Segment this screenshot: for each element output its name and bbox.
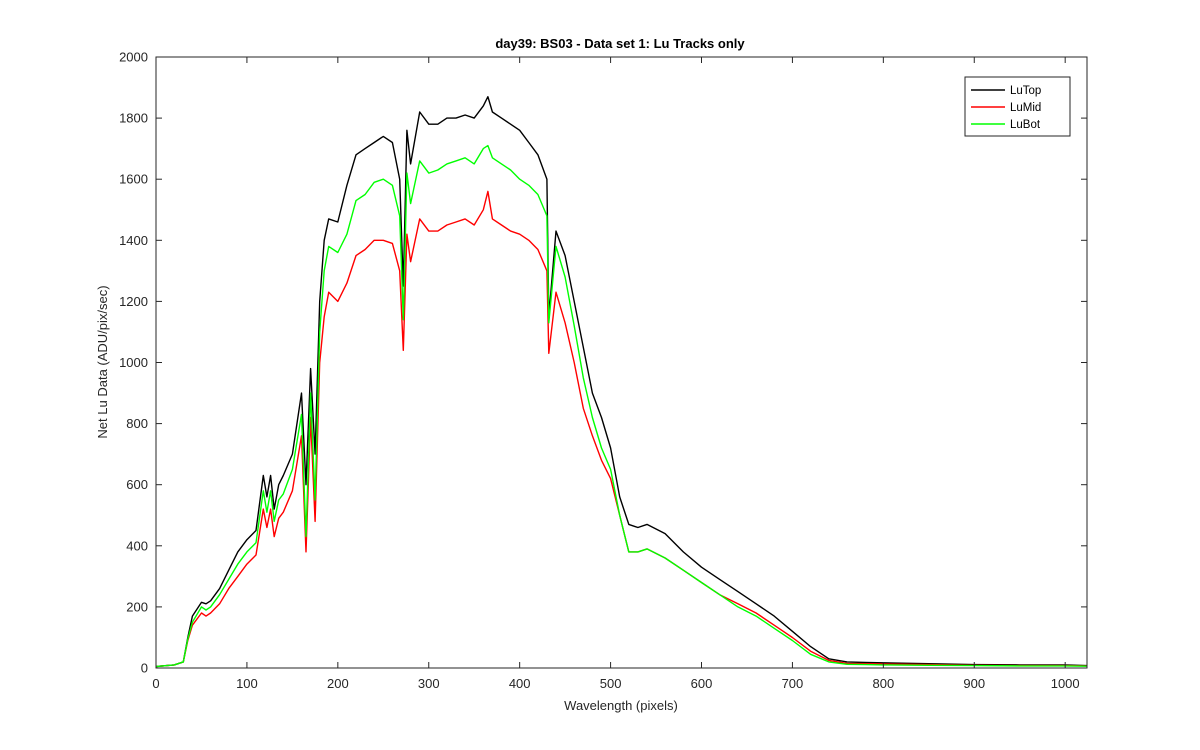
y-tick-label: 2000: [119, 50, 148, 65]
legend-label-lubot: LuBot: [1010, 119, 1041, 131]
x-tick-label: 1000: [1051, 676, 1080, 691]
x-axis-label: Wavelength (pixels): [564, 698, 678, 713]
x-tick-label: 0: [152, 676, 159, 691]
legend-label-lumid: LuMid: [1010, 102, 1041, 114]
y-axis-ticks: 0 200 400 600 800 1000 1200 1400 1600 1800 2000: [119, 50, 1087, 676]
y-tick-label: 400: [126, 538, 148, 553]
x-tick-label: 100: [236, 676, 258, 691]
plot-area: 0 100 200 300 400 500 600 700 800 900 1000 0 200 400…: [119, 50, 1088, 691]
x-tick-label: 200: [327, 676, 349, 691]
x-tick-label: 700: [782, 676, 804, 691]
x-tick-label: 300: [418, 676, 440, 691]
y-tick-label: 1800: [119, 111, 148, 126]
x-tick-label: 500: [600, 676, 622, 691]
y-tick-label: 1400: [119, 233, 148, 248]
chart-title: day39: BS03 - Data set 1: Lu Tracks only: [495, 36, 745, 51]
x-tick-label: 400: [509, 676, 531, 691]
x-tick-label: 900: [963, 676, 985, 691]
x-tick-label: 800: [872, 676, 894, 691]
y-tick-label: 1000: [119, 355, 148, 370]
y-tick-label: 1600: [119, 172, 148, 187]
x-tick-label: 600: [691, 676, 713, 691]
y-axis-label: Net Lu Data (ADU/pix/sec): [95, 285, 110, 438]
series-line-lubot: [156, 144, 1087, 668]
legend: LuTop LuMid LuBot: [964, 76, 1071, 137]
y-tick-label: 800: [126, 416, 148, 431]
y-tick-label: 0: [141, 661, 148, 676]
y-tick-label: 200: [126, 599, 148, 614]
x-axis-ticks: 0 100 200 300 400 500 600 700 800 900 1000: [152, 57, 1080, 691]
legend-label-lutop: LuTop: [1010, 85, 1041, 97]
y-tick-label: 600: [126, 477, 148, 492]
series-line-lutop: [156, 95, 1087, 668]
y-tick-label: 1200: [119, 294, 148, 309]
series-group: [156, 95, 1087, 668]
